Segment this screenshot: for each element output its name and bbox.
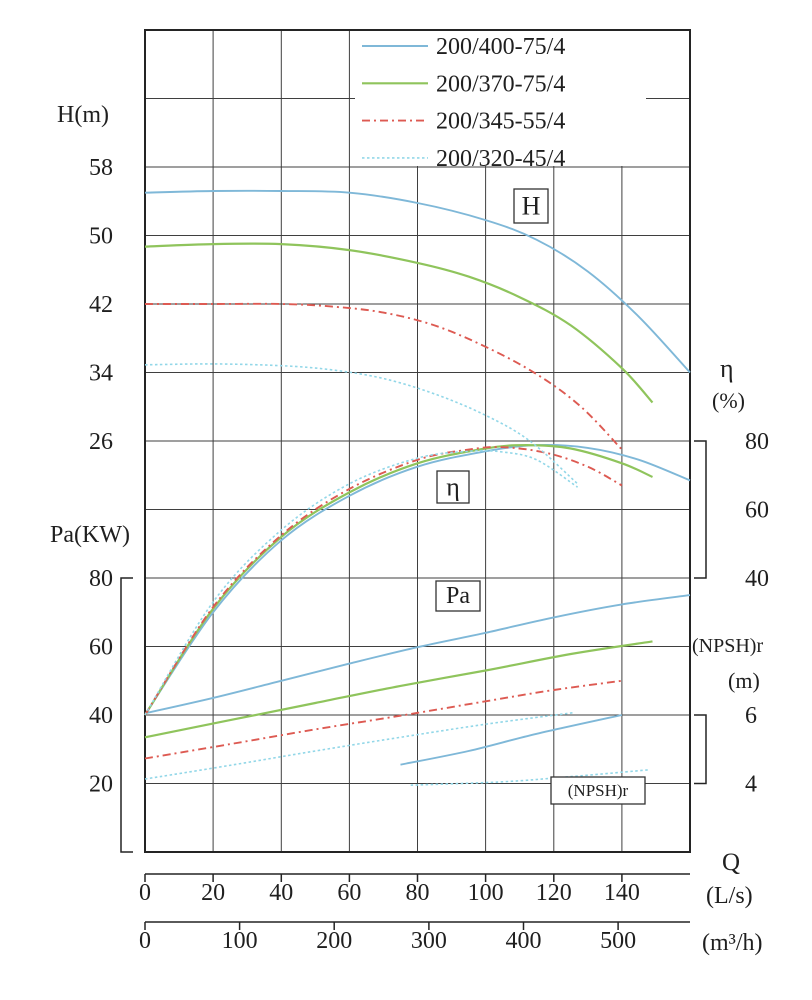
pa-curve-200-370-75-4 <box>144 640 653 739</box>
npsh-tick-4: 4 <box>745 772 757 798</box>
h-tick-58: 58 <box>89 155 113 181</box>
h-curve-200-400-75-4 <box>144 189 691 374</box>
x-tick-ls-100: 100 <box>468 880 504 906</box>
x-tick-m3h-100: 100 <box>222 928 258 954</box>
pa-curve-200-345-55-4 <box>144 679 623 760</box>
legend-background <box>355 31 646 166</box>
x-tick-m3h-500: 500 <box>600 928 636 954</box>
pa-curve-200-320-45-4 <box>144 711 575 780</box>
eta-tick-80: 80 <box>745 429 769 455</box>
x-tick-m3h-300: 300 <box>411 928 447 954</box>
h-axis-title: H(m) <box>57 102 109 128</box>
eta-curve-200-320-45-4 <box>144 449 579 716</box>
eta-curve-200-400-75-4 <box>144 443 691 716</box>
npsh-scale-bracket <box>694 714 707 785</box>
h-tick-26: 26 <box>89 429 113 455</box>
x-axis-unit-m3h: (m³/h) <box>702 930 763 956</box>
eta-curve-200-370-75-4 <box>144 443 653 716</box>
x-tick-ls-40: 40 <box>269 880 293 906</box>
pa-scale-bracket <box>120 577 133 853</box>
x-tick-m3h-0: 0 <box>139 928 151 954</box>
eta-tick-40: 40 <box>745 566 769 592</box>
grid <box>145 30 690 852</box>
npsh-axis-unit: (m) <box>728 668 760 693</box>
legend-label-200-345-55-4: 200/345-55/4 <box>436 109 565 135</box>
pa-tick-80: 80 <box>89 566 113 592</box>
x-tick-m3h-400: 400 <box>505 928 541 954</box>
h-curve-200-345-55-4 <box>144 302 623 451</box>
h-curve-200-370-75-4 <box>144 242 654 404</box>
x-tick-ls-80: 80 <box>406 880 430 906</box>
eta-curve-200-345-55-4 <box>144 446 623 716</box>
x-tick-ls-60: 60 <box>337 880 361 906</box>
eta-tick-60: 60 <box>745 498 769 524</box>
npsh-curve-200-400-75-4 <box>400 714 623 766</box>
x-tick-ls-120: 120 <box>536 880 572 906</box>
eta-axis-title: η <box>720 354 734 383</box>
h-region-label: H <box>522 192 541 221</box>
pa-tick-40: 40 <box>89 703 113 729</box>
pa-region-label-box <box>435 580 481 612</box>
pa-region-label: Pa <box>446 583 470 609</box>
h-tick-42: 42 <box>89 292 113 318</box>
legend-label-200-370-75-4: 200/370-75/4 <box>436 71 565 97</box>
x-tick-ls-0: 0 <box>139 880 151 906</box>
h-curve-200-320-45-4 <box>144 363 579 485</box>
x-tick-ls-140: 140 <box>604 880 640 906</box>
eta-axis-unit: (%) <box>712 388 745 413</box>
x-tick-ls-20: 20 <box>201 880 225 906</box>
eta-scale-bracket <box>694 440 707 579</box>
npsh-curve-200-320-45-4 <box>410 769 650 786</box>
plot-border <box>144 29 691 853</box>
h-region-label-box <box>513 188 549 224</box>
pa-tick-20: 20 <box>89 772 113 798</box>
npsh-axis-title: (NPSH)r <box>692 635 763 657</box>
x-axis-title: Q <box>722 849 740 876</box>
eta-region-label: η <box>446 473 460 502</box>
x-tick-m3h-200: 200 <box>316 928 352 954</box>
pa-axis-title: Pa(KW) <box>50 522 130 548</box>
npsh-region-label-box <box>550 776 646 805</box>
legend-label-200-400-75-4: 200/400-75/4 <box>436 34 565 60</box>
h-tick-50: 50 <box>89 224 113 250</box>
legend-label-200-320-45-4: 200/320-45/4 <box>436 146 565 172</box>
npsh-region-label: (NPSH)r <box>568 781 629 800</box>
npsh-tick-6: 6 <box>745 703 757 729</box>
pa-tick-60: 60 <box>89 635 113 661</box>
pa-curve-200-400-75-4 <box>144 594 691 715</box>
x-axis-unit-ls: (L/s) <box>706 883 753 909</box>
h-tick-34: 34 <box>89 361 113 387</box>
eta-region-label-box <box>436 470 470 504</box>
